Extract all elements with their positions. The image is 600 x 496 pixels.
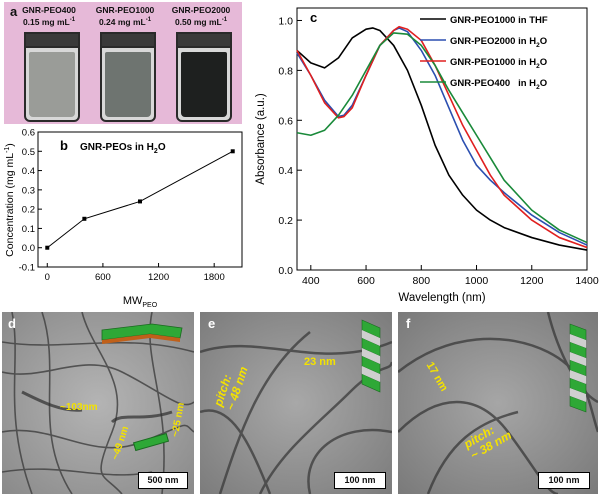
vial-name: GNR-PEO1000 [95,5,155,15]
panel-label-c: c [310,10,317,25]
y-tick-label: 0.0 [278,265,293,277]
y-tick-label: 0.4 [278,165,293,177]
y-ticks: -0.1 0.0 0.1 0.2 0.3 0.4 0.5 0.6 [19,128,42,274]
x-ticks: 0 600 1200 1800 [45,263,225,283]
y-tick-label: 0.4 [22,166,35,177]
data-point [138,199,142,204]
tem-image-f: f 17 nm pitch: ~ 38 nm 100 nm [398,312,598,494]
plot-frame [37,131,243,268]
tem-image-e: e pitch: ~ 48 nm 23 nm 100 nm [200,312,392,494]
y-axis-label: Absorbance (a.u.) [255,93,267,185]
spectrum-line [296,32,588,244]
legend: GNR-PEO1000 in THF GNR-PEO2000 in H2O GN… [420,15,548,91]
panel-label-d: d [8,316,16,331]
vial-conc: 0.15 mg mL-1 [22,16,76,27]
y-tick-label: 0.2 [22,205,35,216]
annotation-width: ~103nm [60,402,98,413]
annotation-width: 23 nm [304,356,336,368]
y-tick-label: 0.6 [278,115,293,127]
vial [100,32,156,122]
y-tick-label: 0.6 [22,128,35,139]
y-tick-label: 0.3 [22,185,35,196]
y-tick-label: 0.1 [22,224,35,235]
absorbance-chart: 0.0 0.2 0.4 0.6 0.8 1.0 400 600 800 1000 1200 1400… [255,7,599,304]
x-tick-label: 1000 [465,275,489,287]
vial-conc: 0.24 mg mL-1 [98,16,152,27]
y-tick-label: 0.2 [278,215,293,227]
tem-texture [200,312,392,494]
legend-entry: GNR-PEO1000 in THF [420,15,548,26]
panel-label-e: e [208,316,216,331]
x-axis-label: MWPEO [123,295,158,309]
vial [24,32,80,122]
legend-entry: GNR-PEO2000 in H2O [420,36,547,49]
panel-label-b: b [60,138,68,153]
x-tick-label: 1200 [520,275,544,287]
legend-label: GNR-PEO1000 in THF [450,15,548,26]
vial [176,32,232,122]
y-tick-label: 0.8 [278,65,293,77]
x-axis-label: Wavelength (nm) [398,292,485,304]
y-axis-label: Concentration (mg mL-1) [4,143,16,257]
x-tick-label: 1800 [204,272,225,283]
vial-conc: 0.50 mg mL-1 [174,16,228,27]
x-tick-label: 800 [413,275,431,287]
y-tick-label: 0.0 [22,243,35,254]
vial-label: GNR-PEO2000 0.50 mg mL-1 [162,5,240,27]
legend-label: GNR-PEO1000 in H2O [450,57,547,70]
scale-bar: 100 nm [334,472,386,489]
data-points [45,149,235,250]
series-line [46,150,233,249]
vial-label: GNR-PEO400 0.15 mg mL-1 [10,5,88,27]
panel-label-f: f [406,316,411,331]
vial-label: GNR-PEO1000 0.24 mg mL-1 [86,5,164,27]
x-tick-label: 0 [45,272,50,283]
concentration-chart: -0.1 0.0 0.1 0.2 0.3 0.4 0.5 0.6 0 600 1200 1800 b… [4,128,243,309]
data-point [82,216,87,221]
x-tick-label: 1400 [575,275,599,287]
scale-bar: 100 nm [538,472,590,489]
vial-name: GNR-PEO400 [22,5,76,15]
spectrum-line [296,25,588,249]
legend-label: GNR-PEO400 in H2O [450,78,547,91]
y-ticks: 0.0 0.2 0.4 0.6 0.8 1.0 [278,15,302,277]
x-ticks: 400 600 800 1000 1200 1400 [302,265,599,287]
spectra-lines [296,25,588,251]
scale-bar: 500 nm [138,472,188,489]
plot-frame [296,7,588,271]
legend-entry: GNR-PEO1000 in H2O [420,57,547,70]
x-tick-label: 600 [95,272,111,283]
spectrum-line [296,27,588,251]
x-tick-label: 1200 [148,272,169,283]
vials-photo-panel: a GNR-PEO400 0.15 mg mL-1 GNR-PEO1000 0.… [4,2,242,124]
legend-label: GNR-PEO2000 in H2O [450,36,547,49]
data-point [230,149,235,154]
data-point [45,245,50,250]
y-tick-label: 1.0 [278,15,293,27]
tem-image-d: d ~103nm ~49 nm ~25 nm 500 nm [2,312,194,494]
vial-name: GNR-PEO2000 [171,5,231,15]
x-tick-label: 400 [302,275,320,287]
tem-texture [2,312,194,494]
legend-entry: GNR-PEO400 in H2O [420,78,547,91]
chart-title: GNR-PEOs in H2O [80,142,166,155]
x-tick-label: 600 [357,275,375,287]
panel-label-a: a [10,4,18,19]
y-tick-label: 0.5 [22,147,35,158]
tem-texture [398,312,598,494]
y-tick-label: -0.1 [19,263,35,274]
